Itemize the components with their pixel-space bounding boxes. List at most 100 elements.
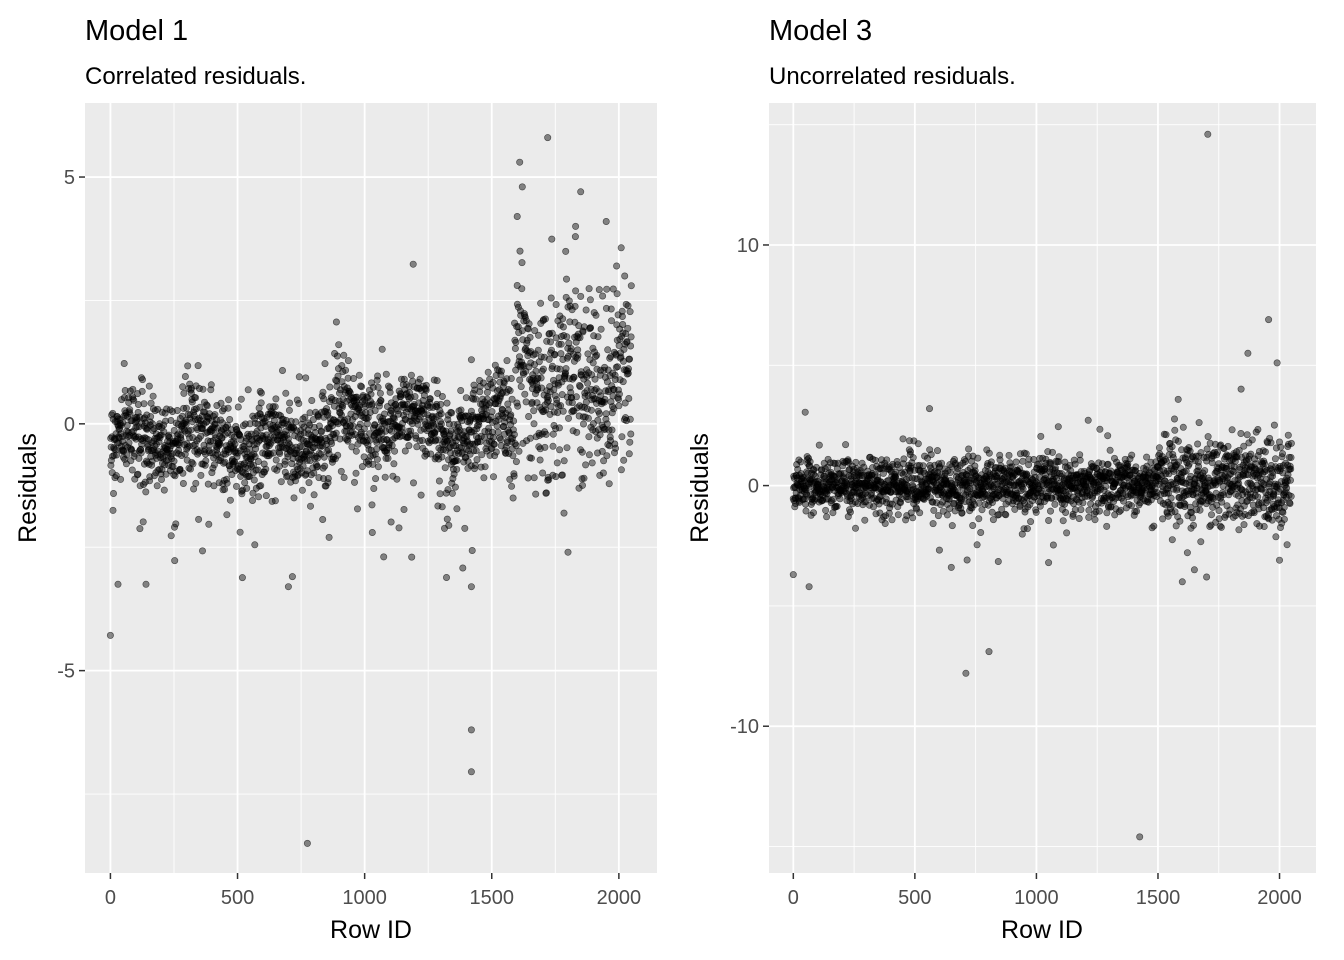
data-point — [1005, 451, 1013, 459]
data-point — [515, 447, 523, 455]
data-point — [1063, 529, 1071, 537]
data-point — [433, 377, 441, 385]
data-point — [613, 290, 621, 298]
data-point — [1085, 513, 1093, 521]
data-point — [337, 467, 345, 475]
data-point — [510, 472, 518, 480]
chart-title: Model 3 — [769, 15, 872, 47]
data-point — [562, 365, 570, 373]
data-point — [204, 437, 212, 445]
data-point — [1214, 448, 1222, 456]
data-point — [135, 423, 143, 431]
data-point — [143, 411, 151, 419]
data-point — [608, 426, 616, 434]
data-point — [480, 474, 488, 482]
data-point — [413, 443, 421, 451]
data-point — [142, 580, 150, 588]
data-point — [851, 524, 859, 532]
data-point — [624, 324, 632, 332]
data-point — [552, 300, 560, 308]
data-point — [179, 383, 187, 391]
data-point — [1079, 499, 1087, 507]
data-point — [587, 406, 595, 414]
data-point — [186, 380, 194, 388]
data-point — [626, 415, 634, 423]
x-axis-title: Row ID — [1001, 916, 1083, 944]
data-point — [204, 480, 212, 488]
x-axis-title: Row ID — [330, 916, 412, 944]
data-point — [511, 344, 519, 352]
data-point — [542, 489, 550, 497]
data-point — [202, 457, 210, 465]
data-point — [249, 489, 257, 497]
data-point — [453, 465, 461, 473]
data-point — [1049, 448, 1057, 456]
data-point — [380, 553, 388, 561]
data-point — [352, 469, 360, 477]
data-point — [165, 431, 173, 439]
data-point — [372, 475, 380, 483]
data-point — [985, 449, 993, 457]
data-point — [467, 726, 475, 734]
data-point — [1254, 425, 1262, 433]
data-point — [996, 456, 1004, 464]
data-point — [277, 478, 285, 486]
data-point — [1136, 833, 1144, 841]
data-point — [560, 457, 568, 465]
data-point — [435, 477, 443, 485]
data-point — [510, 430, 518, 438]
data-point — [471, 461, 479, 469]
data-point — [503, 357, 511, 365]
data-point — [443, 399, 451, 407]
data-point — [916, 509, 924, 517]
data-point — [492, 448, 500, 456]
data-point — [572, 222, 580, 230]
data-point — [962, 669, 970, 677]
data-point — [217, 399, 225, 407]
data-point — [448, 409, 456, 417]
data-point — [577, 292, 585, 300]
x-tick-label: 1000 — [1014, 887, 1059, 909]
data-point — [547, 402, 555, 410]
data-point — [969, 521, 977, 529]
data-point — [836, 495, 844, 503]
data-point — [196, 403, 204, 411]
data-point — [574, 351, 582, 359]
data-point — [627, 430, 635, 438]
data-point — [1248, 436, 1256, 444]
data-point — [231, 440, 239, 448]
data-point — [822, 506, 830, 514]
plot-panel — [85, 103, 657, 873]
data-point — [305, 479, 313, 487]
data-point — [1235, 526, 1243, 534]
data-point — [1287, 476, 1295, 484]
data-point — [138, 387, 146, 395]
data-point — [160, 486, 168, 494]
data-point — [193, 437, 201, 445]
data-point — [514, 402, 522, 410]
data-point — [524, 474, 532, 482]
data-point — [147, 413, 155, 421]
data-point — [257, 389, 265, 397]
data-point — [518, 259, 526, 267]
data-point — [133, 423, 141, 431]
data-point — [237, 436, 245, 444]
grid-minor — [85, 103, 657, 873]
data-point — [216, 440, 224, 448]
data-point — [789, 571, 797, 579]
x-tick-label: 0 — [788, 887, 799, 909]
data-point — [121, 386, 129, 394]
data-point — [802, 507, 810, 515]
data-point — [199, 385, 207, 393]
data-point — [206, 410, 214, 418]
data-point — [443, 515, 451, 523]
data-point — [320, 395, 328, 403]
data-point — [363, 420, 371, 428]
data-point — [395, 524, 403, 532]
data-point — [617, 244, 625, 252]
data-point — [142, 488, 150, 496]
data-point — [534, 346, 542, 354]
data-point — [1254, 493, 1262, 501]
data-point — [625, 394, 633, 402]
data-point — [909, 454, 917, 462]
